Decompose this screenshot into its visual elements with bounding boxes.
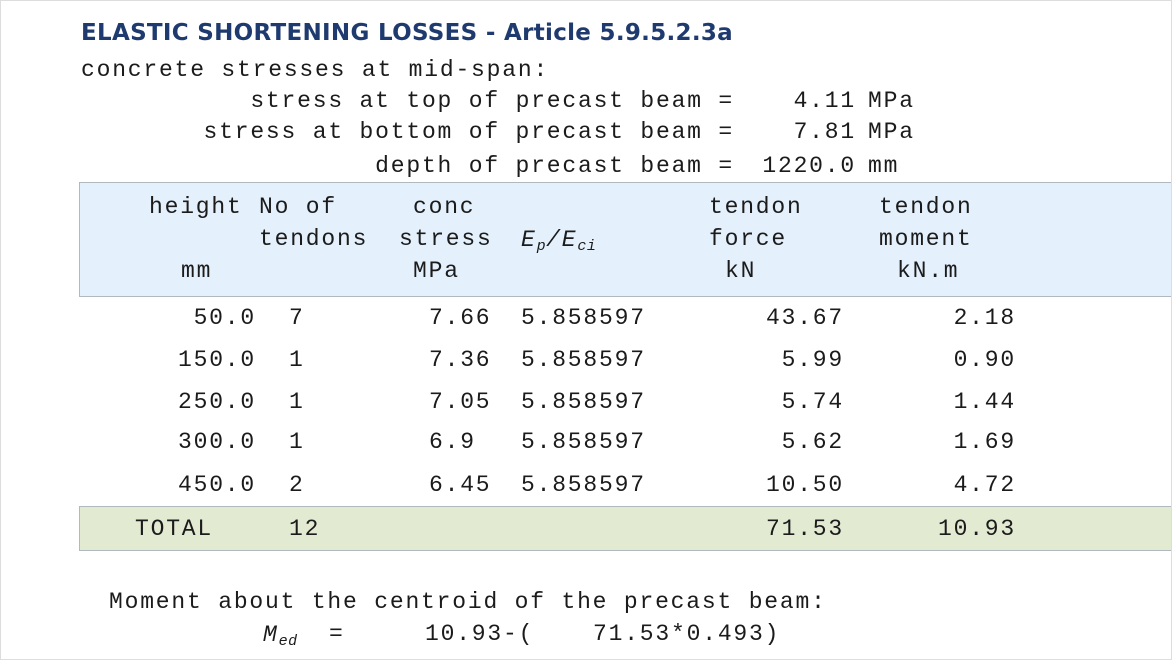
column-header: kN.m (897, 258, 960, 284)
param-unit: MPa (868, 88, 915, 114)
table-cell: 5.62 (781, 429, 844, 455)
ratio-sep: / (546, 227, 562, 253)
table-cell: 0.90 (953, 347, 1016, 373)
table-header (79, 182, 1171, 297)
table-cell: 5.858597 (521, 429, 646, 455)
table-cell: 6.9 (429, 429, 476, 455)
table-cell: 7.36 (429, 347, 492, 373)
title: ELASTIC SHORTENING LOSSES - Article 5.9.… (81, 20, 734, 46)
column-header: tendons (259, 226, 369, 252)
column-header: tendon (709, 194, 803, 220)
table-cell: 450.0 (177, 472, 256, 498)
total-cell: 12 (289, 516, 321, 542)
table-cell: 4.72 (953, 472, 1016, 498)
table-cell: 7 (289, 305, 305, 331)
param-unit: MPa (868, 119, 915, 145)
column-header: kN (725, 258, 757, 284)
table-cell: 43.67 (765, 305, 844, 331)
table-cell: 300.0 (177, 429, 256, 455)
column-header: MPa (413, 258, 460, 284)
column-header: conc (413, 194, 476, 220)
equation-part: 10.93-( (425, 621, 535, 647)
param-label: stress at top of precast beam = (250, 88, 734, 114)
column-header: mm (181, 258, 213, 284)
param-value: 4.11 (793, 88, 856, 114)
table-cell: 5.74 (781, 389, 844, 415)
total-cell: 10.93 (937, 516, 1016, 542)
footer-text: Moment about the centroid of the precast… (109, 589, 827, 615)
total-label: TOTAL (135, 516, 214, 542)
column-header: tendon (879, 194, 973, 220)
equation-part: 71.53*0.493) (593, 621, 781, 647)
ratio-header: Ep/Eci (521, 227, 596, 260)
symbol-sub: ed (278, 633, 298, 650)
table-cell: 6.45 (429, 472, 492, 498)
param-label: depth of precast beam = (375, 153, 734, 179)
param-value: 1220.0 (762, 153, 856, 179)
column-header: force (709, 226, 788, 252)
total-cell: 71.53 (765, 516, 844, 542)
table-cell: 10.50 (765, 472, 844, 498)
table-cell: 1 (289, 389, 305, 415)
table-cell: 5.858597 (521, 347, 646, 373)
table-cell: 7.66 (429, 305, 492, 331)
table-cell: 5.858597 (521, 472, 646, 498)
column-header: No of (259, 194, 338, 220)
table-cell: 1.44 (953, 389, 1016, 415)
param-value: 7.81 (793, 119, 856, 145)
table-cell: 5.858597 (521, 389, 646, 415)
table-cell: 2 (289, 472, 305, 498)
param-label: stress at bottom of precast beam = (203, 119, 734, 145)
table-cell: 150.0 (177, 347, 256, 373)
column-header: stress (399, 226, 493, 252)
table-cell: 1 (289, 429, 305, 455)
column-header: moment (879, 226, 973, 252)
symbol: M (263, 622, 279, 648)
table-cell: 50.0 (193, 305, 256, 331)
intro: concrete stresses at mid-span: (81, 57, 550, 83)
column-header: height (149, 194, 243, 220)
ratio-symbol: E (561, 227, 578, 253)
ratio-sub: p (536, 238, 547, 255)
ratio-sub: ci (577, 238, 597, 255)
equals: = (329, 621, 345, 647)
table-cell: 5.858597 (521, 305, 646, 331)
footer-symbol: Med (263, 622, 298, 655)
param-unit: mm (868, 153, 900, 179)
table-cell: 7.05 (429, 389, 492, 415)
ratio-symbol: E (521, 227, 537, 253)
table-cell: 1.69 (953, 429, 1016, 455)
total-row (79, 506, 1171, 551)
table-cell: 2.18 (953, 305, 1016, 331)
table-cell: 1 (289, 347, 305, 373)
table-cell: 250.0 (177, 389, 256, 415)
table-cell: 5.99 (781, 347, 844, 373)
